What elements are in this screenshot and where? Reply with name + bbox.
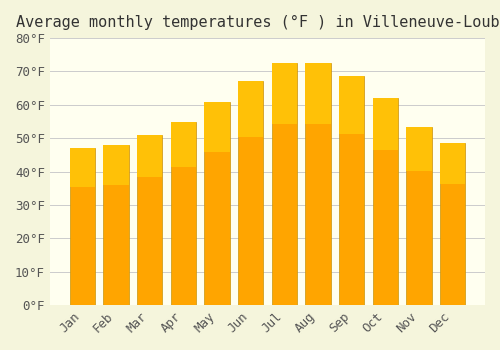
Bar [306,63,330,124]
Bar [372,98,398,150]
Bar [204,102,230,305]
Bar [70,148,95,188]
Title: Average monthly temperatures (°F ) in Villeneuve-Loubet: Average monthly temperatures (°F ) in Vi… [16,15,500,30]
Bar [306,63,330,305]
Bar [440,143,465,305]
Bar [70,148,95,305]
Bar [406,127,432,171]
Bar [170,121,196,305]
Bar [339,77,364,305]
Bar [238,82,263,138]
Bar [104,145,128,185]
Bar [238,82,263,305]
Bar [272,63,297,124]
Bar [204,102,230,152]
Bar [170,121,196,167]
Bar [406,127,432,305]
Bar [137,135,162,177]
Bar [137,135,162,305]
Bar [104,145,128,305]
Bar [440,143,465,184]
Bar [372,98,398,305]
Bar [272,63,297,305]
Bar [339,77,364,134]
